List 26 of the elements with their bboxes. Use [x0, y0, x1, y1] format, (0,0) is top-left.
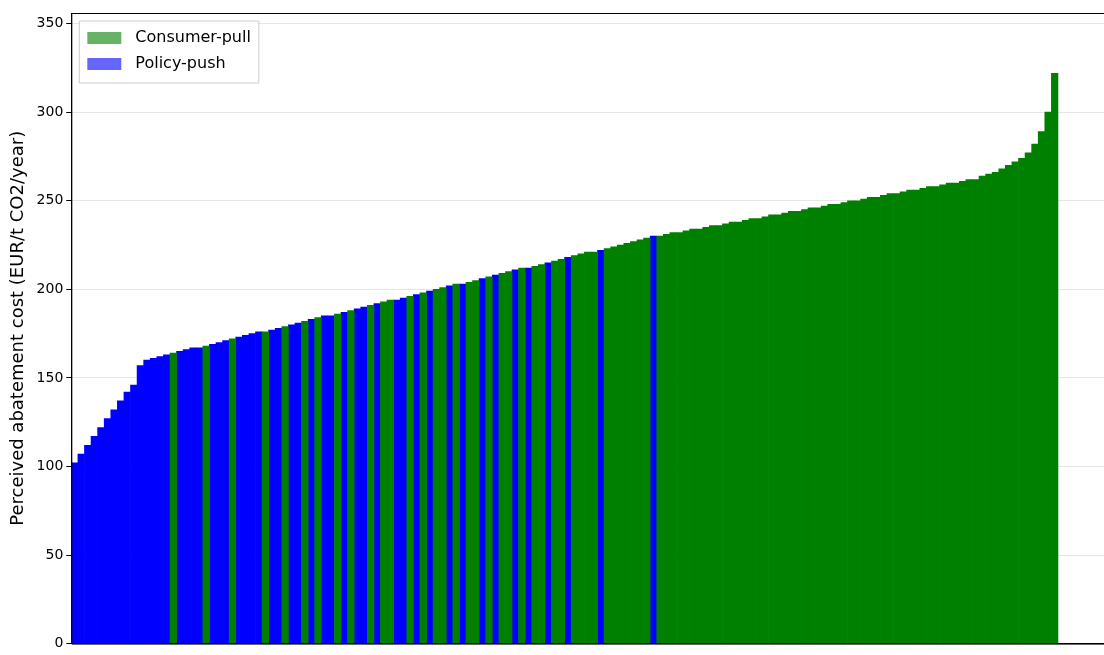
bar	[261, 331, 269, 644]
y-tick-label: 350	[36, 14, 64, 31]
y-tick-label: 200	[36, 279, 64, 296]
bar	[228, 338, 237, 644]
bar	[301, 320, 309, 644]
legend-label: Policy-push	[135, 53, 226, 73]
y-tick-label: 300	[36, 102, 64, 119]
bar	[202, 345, 210, 644]
bar	[347, 310, 355, 644]
y-axis-title: Perceived abatement cost (EUR/t CO2/year)	[6, 130, 28, 526]
bar	[334, 313, 342, 644]
bar	[452, 283, 460, 644]
bar	[169, 352, 177, 644]
y-tick-label: 150	[36, 368, 64, 385]
bar	[419, 292, 427, 644]
y-tick-label: 0	[54, 634, 64, 651]
bar	[406, 296, 414, 644]
y-tick-label: 50	[45, 545, 64, 562]
y-tick-label: 250	[36, 191, 64, 208]
y-tick-label: 100	[36, 457, 64, 474]
bar	[281, 326, 289, 644]
bar	[485, 276, 493, 644]
bar	[366, 304, 375, 644]
bar	[314, 317, 322, 644]
bar	[518, 267, 526, 644]
legend-label: Consumer-pull	[135, 27, 251, 47]
